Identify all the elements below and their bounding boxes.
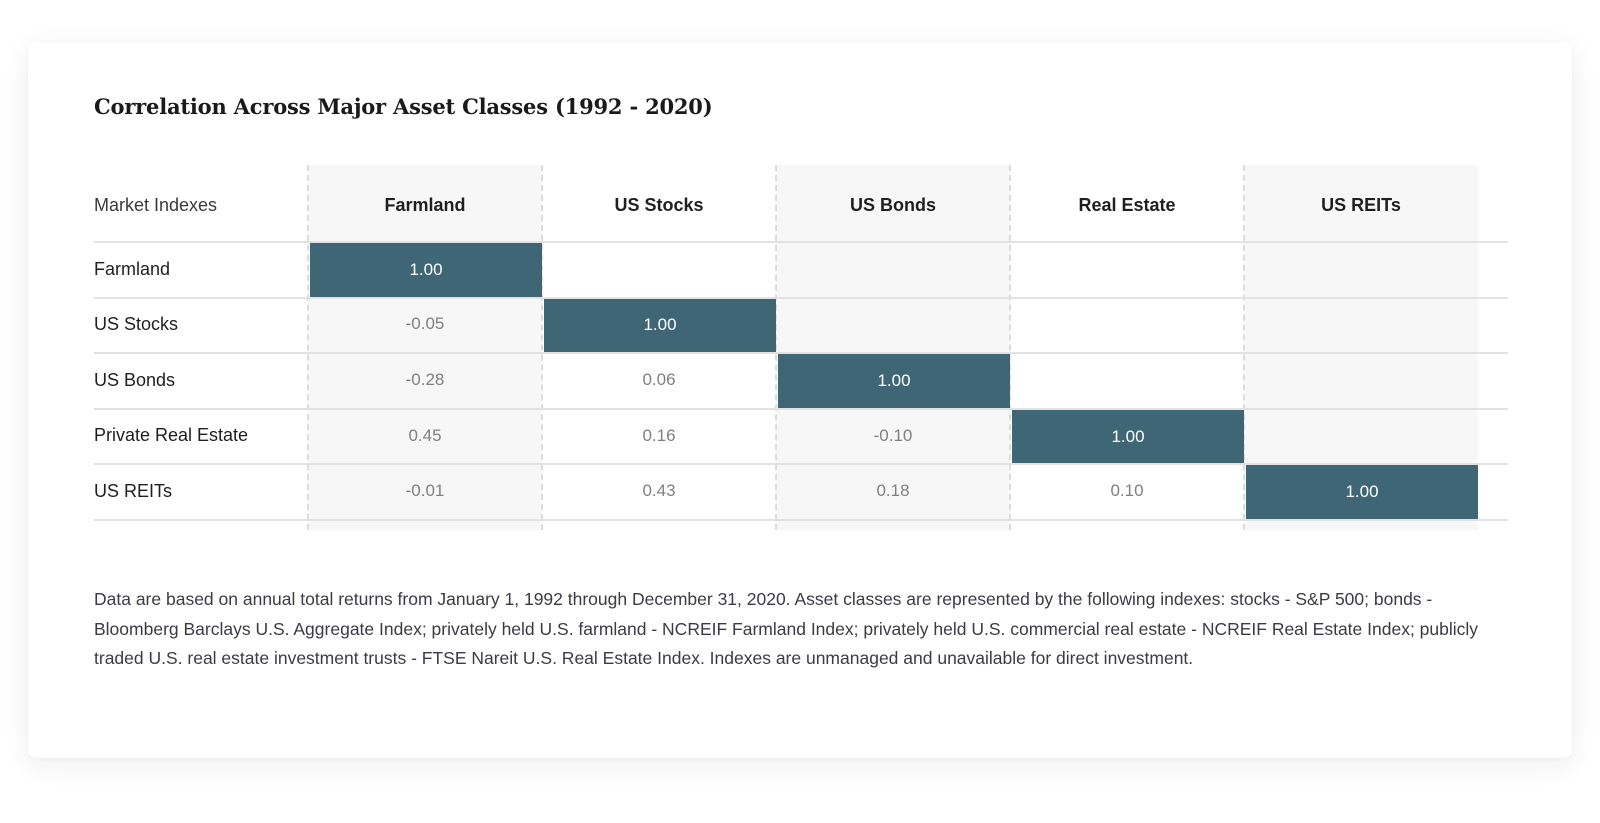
column-separator [541, 165, 543, 530]
row-label: Farmland [94, 258, 171, 279]
correlation-matrix: Market Indexes Farmland US Stocks US Bonds… [94, 165, 1508, 530]
row-divider [94, 407, 1508, 410]
row-label: Private Real Estate [94, 425, 249, 446]
correlation-cell: 0.45 [408, 425, 442, 445]
correlation-cell: 0.18 [876, 481, 910, 501]
corner-label: Market Indexes [94, 194, 218, 215]
row-label: US REITs [94, 480, 173, 501]
column-shade [308, 165, 542, 530]
footnote: Data are based on annual total returns f… [94, 589, 1479, 668]
row-label: US Bonds [94, 369, 176, 390]
column-separator [1243, 165, 1245, 530]
diagonal-cell: 1.00 [544, 298, 776, 353]
row-divider [94, 352, 1508, 355]
correlation-cell: -0.05 [405, 314, 445, 334]
correlation-cell: -0.28 [405, 369, 445, 389]
correlation-cell: -0.01 [405, 481, 445, 501]
column-header: US Stocks [614, 194, 704, 215]
correlation-cell: -0.10 [873, 425, 913, 445]
correlation-cell: 0.10 [1110, 481, 1144, 501]
diagonal-cell: 1.00 [1012, 409, 1244, 464]
column-separator [1009, 165, 1011, 530]
column-header: US REITs [1321, 194, 1401, 215]
column-header: Farmland [384, 194, 466, 215]
correlation-cell: 0.43 [642, 481, 676, 501]
column-header: Real Estate [1078, 194, 1176, 215]
chart-title: Correlation Across Major Asset Classes (… [94, 94, 713, 119]
diagonal-cell: 1.00 [310, 243, 542, 297]
column-separator [775, 165, 777, 530]
row-divider [94, 463, 1508, 466]
column-header: US Bonds [849, 194, 936, 215]
correlation-cell: 0.16 [642, 425, 676, 445]
row-divider [94, 519, 1508, 521]
row-divider [94, 296, 1508, 299]
column-shade [776, 165, 1010, 530]
row-divider [94, 241, 1508, 243]
row-label: US Stocks [94, 314, 179, 335]
diagonal-cell: 1.00 [778, 354, 1010, 408]
diagonal-cell: 1.00 [1246, 465, 1478, 519]
correlation-cell: 0.06 [642, 369, 676, 389]
column-separator [307, 165, 309, 530]
